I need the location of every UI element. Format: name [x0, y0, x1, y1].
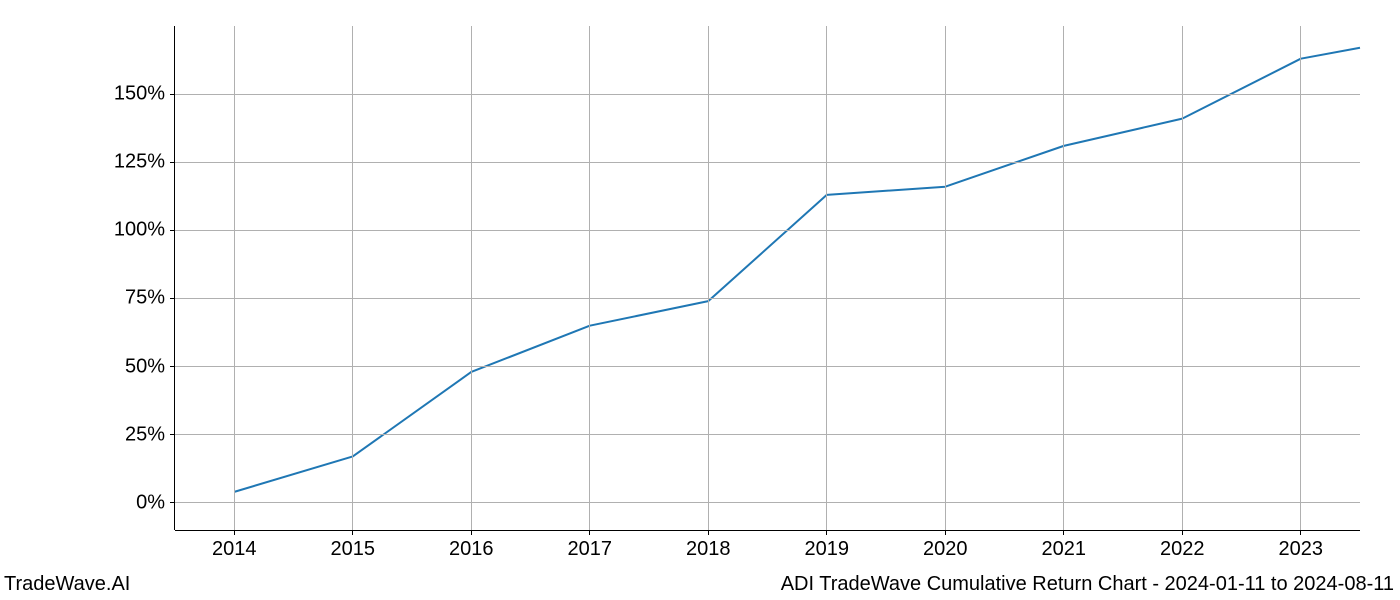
grid-line-y: [175, 366, 1360, 367]
grid-line-y: [175, 502, 1360, 503]
footer-right-label: ADI TradeWave Cumulative Return Chart - …: [781, 573, 1394, 596]
grid-line-x: [1300, 26, 1301, 530]
line-series: [234, 48, 1360, 492]
grid-line-y: [175, 230, 1360, 231]
x-tick-label: 2021: [1042, 538, 1087, 561]
x-tick-label: 2022: [1160, 538, 1205, 561]
grid-line-x: [352, 26, 353, 530]
x-tick-label: 2023: [1279, 538, 1324, 561]
grid-line-x: [826, 26, 827, 530]
spine-bottom: [175, 530, 1360, 531]
spine-left: [174, 26, 175, 530]
grid-line-y: [175, 162, 1360, 163]
x-tick-label: 2017: [568, 538, 613, 561]
y-tick-label: 150%: [114, 83, 165, 106]
grid-line-x: [589, 26, 590, 530]
grid-line-x: [471, 26, 472, 530]
grid-line-x: [234, 26, 235, 530]
y-tick-label: 75%: [125, 287, 165, 310]
x-tick-label: 2019: [805, 538, 850, 561]
grid-line-x: [708, 26, 709, 530]
footer-left-label: TradeWave.AI: [4, 573, 130, 596]
grid-line-y: [175, 94, 1360, 95]
x-tick-label: 2015: [331, 538, 376, 561]
y-tick-label: 25%: [125, 423, 165, 446]
chart-container: 2014 2015 2016 2017 2018 2019 2020 2021 2022 2023…: [0, 0, 1400, 600]
x-tick-label: 2020: [923, 538, 968, 561]
line-series-svg: [0, 0, 1400, 600]
x-tick-label: 2018: [686, 538, 731, 561]
grid-line-x: [1182, 26, 1183, 530]
grid-line-y: [175, 298, 1360, 299]
x-tick-label: 2016: [449, 538, 494, 561]
x-tick-label: 2014: [212, 538, 257, 561]
grid-line-x: [1063, 26, 1064, 530]
y-tick-label: 50%: [125, 355, 165, 378]
y-tick-label: 125%: [114, 151, 165, 174]
grid-line-y: [175, 434, 1360, 435]
y-tick-label: 0%: [136, 491, 165, 514]
grid-line-x: [945, 26, 946, 530]
y-tick-label: 100%: [114, 219, 165, 242]
